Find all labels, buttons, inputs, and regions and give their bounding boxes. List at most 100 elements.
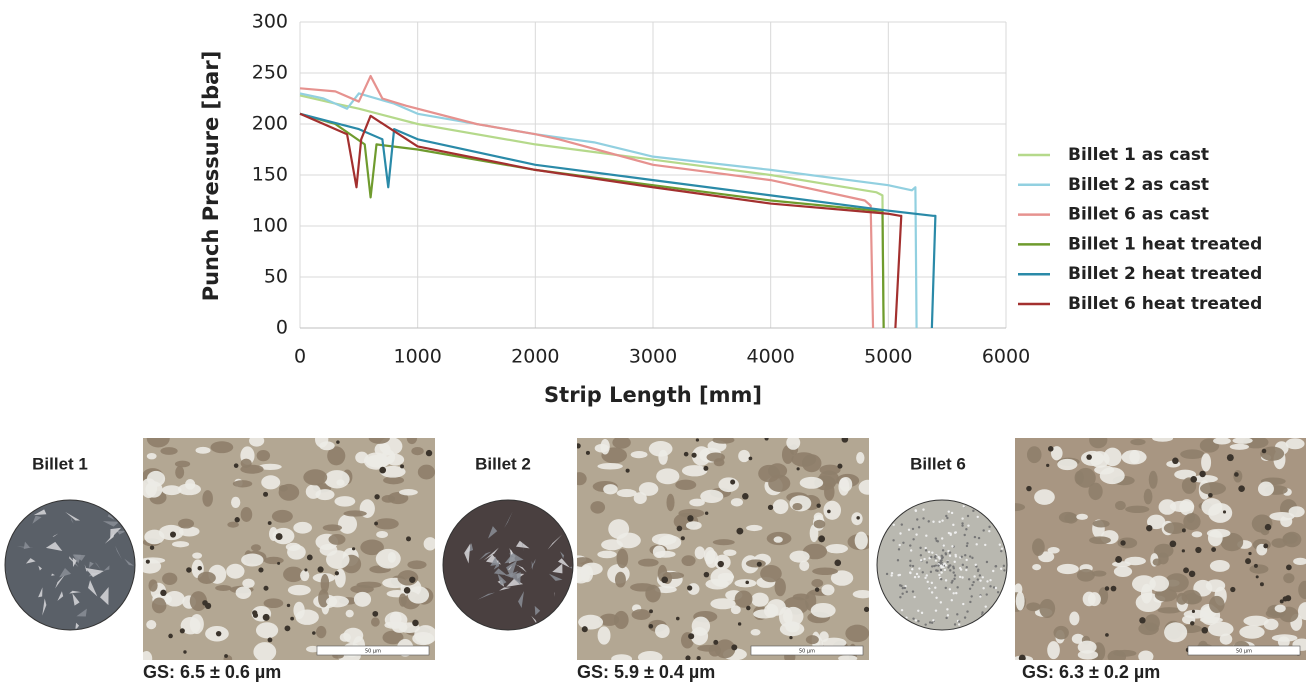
grain <box>838 655 858 660</box>
speck <box>928 621 932 624</box>
grain <box>825 543 849 554</box>
pore <box>169 531 177 538</box>
grain <box>590 501 606 514</box>
pore <box>160 589 167 597</box>
series-line <box>299 94 885 329</box>
grain <box>1209 559 1230 572</box>
grain <box>226 563 245 579</box>
grain <box>1088 482 1103 501</box>
pore <box>372 610 379 617</box>
grain <box>255 622 279 639</box>
pore <box>1146 524 1153 532</box>
speck <box>964 554 967 557</box>
grain <box>1124 556 1146 566</box>
pore <box>1183 567 1189 574</box>
grain <box>734 590 753 608</box>
pore <box>277 561 281 565</box>
pore <box>1181 549 1185 553</box>
legend-label: Billet 2 heat treated <box>1068 264 1262 284</box>
billet-texture <box>6 509 134 629</box>
grain <box>370 617 380 627</box>
pore <box>742 492 749 500</box>
speck <box>957 623 961 626</box>
billet-texture <box>464 511 572 629</box>
series-line <box>299 92 918 329</box>
shard <box>477 592 495 600</box>
caption: GS: 6.5 ± 0.6 µm <box>143 662 281 682</box>
speck <box>941 519 944 522</box>
grain <box>1201 498 1223 516</box>
pore <box>149 545 155 550</box>
grain <box>1069 611 1080 626</box>
pore <box>374 494 380 500</box>
grain <box>235 586 252 599</box>
pore <box>1211 547 1217 552</box>
speck <box>916 518 919 521</box>
pore <box>661 576 669 584</box>
grain <box>272 527 295 545</box>
grain <box>760 564 782 583</box>
shard <box>531 615 540 629</box>
speck <box>914 619 918 622</box>
pore <box>186 567 192 573</box>
grain <box>295 609 319 625</box>
grain <box>1200 482 1226 495</box>
grain <box>799 476 824 489</box>
pore <box>730 479 736 485</box>
pore <box>1190 476 1198 483</box>
shard <box>72 557 77 567</box>
speck <box>962 505 965 508</box>
grain <box>601 539 624 551</box>
grain <box>293 521 312 534</box>
speck <box>915 533 918 536</box>
speck <box>922 517 925 520</box>
grain <box>407 586 430 604</box>
speck <box>942 544 945 547</box>
speck <box>961 522 964 525</box>
grain <box>240 507 253 522</box>
speck <box>968 555 972 558</box>
pore <box>263 491 269 497</box>
speck <box>929 570 933 574</box>
series-line <box>299 112 903 329</box>
pore <box>197 565 203 571</box>
pore <box>1282 596 1288 602</box>
grain <box>189 614 204 634</box>
grain <box>603 484 618 495</box>
speck <box>978 574 982 577</box>
pore <box>1195 546 1202 554</box>
pore <box>317 566 324 573</box>
pore <box>224 654 228 658</box>
micrograph-texture <box>577 438 869 660</box>
grain <box>1149 575 1170 592</box>
pore <box>425 449 433 457</box>
speck <box>922 508 925 511</box>
shard <box>483 547 499 561</box>
pore <box>585 450 590 455</box>
speck <box>900 608 904 612</box>
shard <box>506 560 517 579</box>
grain <box>146 438 170 448</box>
pore <box>863 606 869 613</box>
grain <box>616 548 629 569</box>
pore <box>1263 543 1269 549</box>
grain <box>326 595 349 608</box>
grain <box>232 480 253 488</box>
grain <box>1249 564 1269 574</box>
grain <box>412 631 435 646</box>
grain <box>1271 538 1287 548</box>
pore <box>737 622 742 626</box>
speck <box>897 548 901 551</box>
speck <box>930 581 934 585</box>
pore <box>204 602 212 610</box>
speck <box>934 586 937 589</box>
grain <box>1239 625 1265 639</box>
shard <box>560 551 565 559</box>
shard <box>493 559 500 570</box>
pore <box>676 525 683 532</box>
shard <box>522 542 525 552</box>
speck <box>944 586 947 590</box>
grain <box>792 502 803 511</box>
pore <box>1120 540 1126 546</box>
